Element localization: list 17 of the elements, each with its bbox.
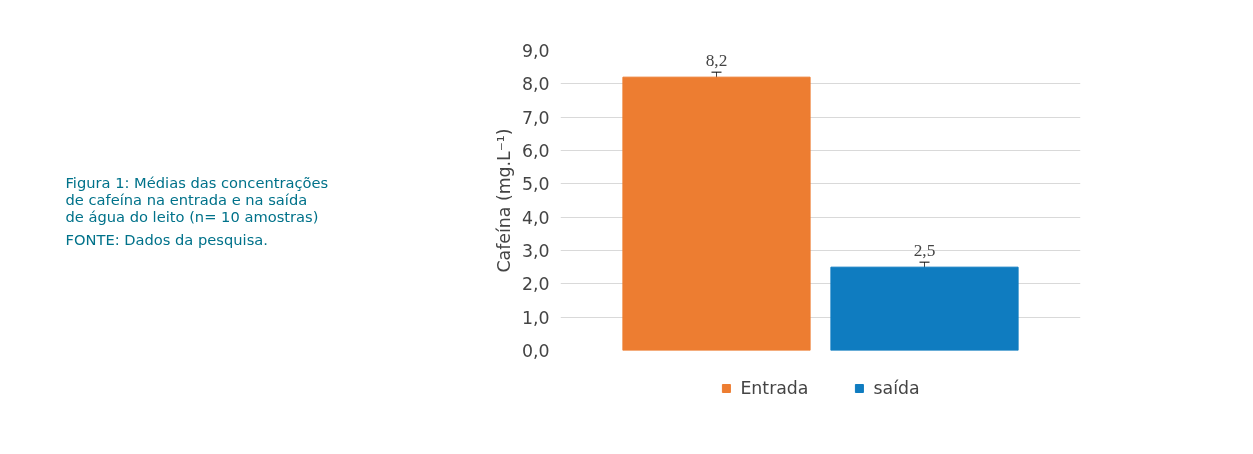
y-tick-label: 1,0 <box>521 307 550 328</box>
y-tick-label: 9,0 <box>521 41 550 61</box>
y-tick-label: 0,0 <box>521 341 550 361</box>
text: Figura 1: Médias das concentrações de cafeína na entrada e na saída de água do leito (n= 10 amostras) <box>65 173 329 225</box>
source-note: FONTE: Dados da pesquisa. <box>65 230 268 248</box>
y-tick-label: 5,0 <box>521 174 550 195</box>
legend-label: saída <box>873 377 920 398</box>
data-label: 2,5 <box>913 241 936 261</box>
y-axis-title: Cafeína (mg.L⁻¹) <box>493 128 514 273</box>
y-tick-label: 3,0 <box>521 241 550 261</box>
legend-label: Entrada <box>740 377 809 398</box>
data-label: 8,2 <box>705 51 728 71</box>
y-tick-label: 6,0 <box>521 141 550 161</box>
y-tick-label: 4,0 <box>521 207 550 228</box>
y-tick-label: 7,0 <box>521 107 550 128</box>
y-tick-label: 8,0 <box>521 74 550 95</box>
y-tick-label: 2,0 <box>521 274 550 295</box>
